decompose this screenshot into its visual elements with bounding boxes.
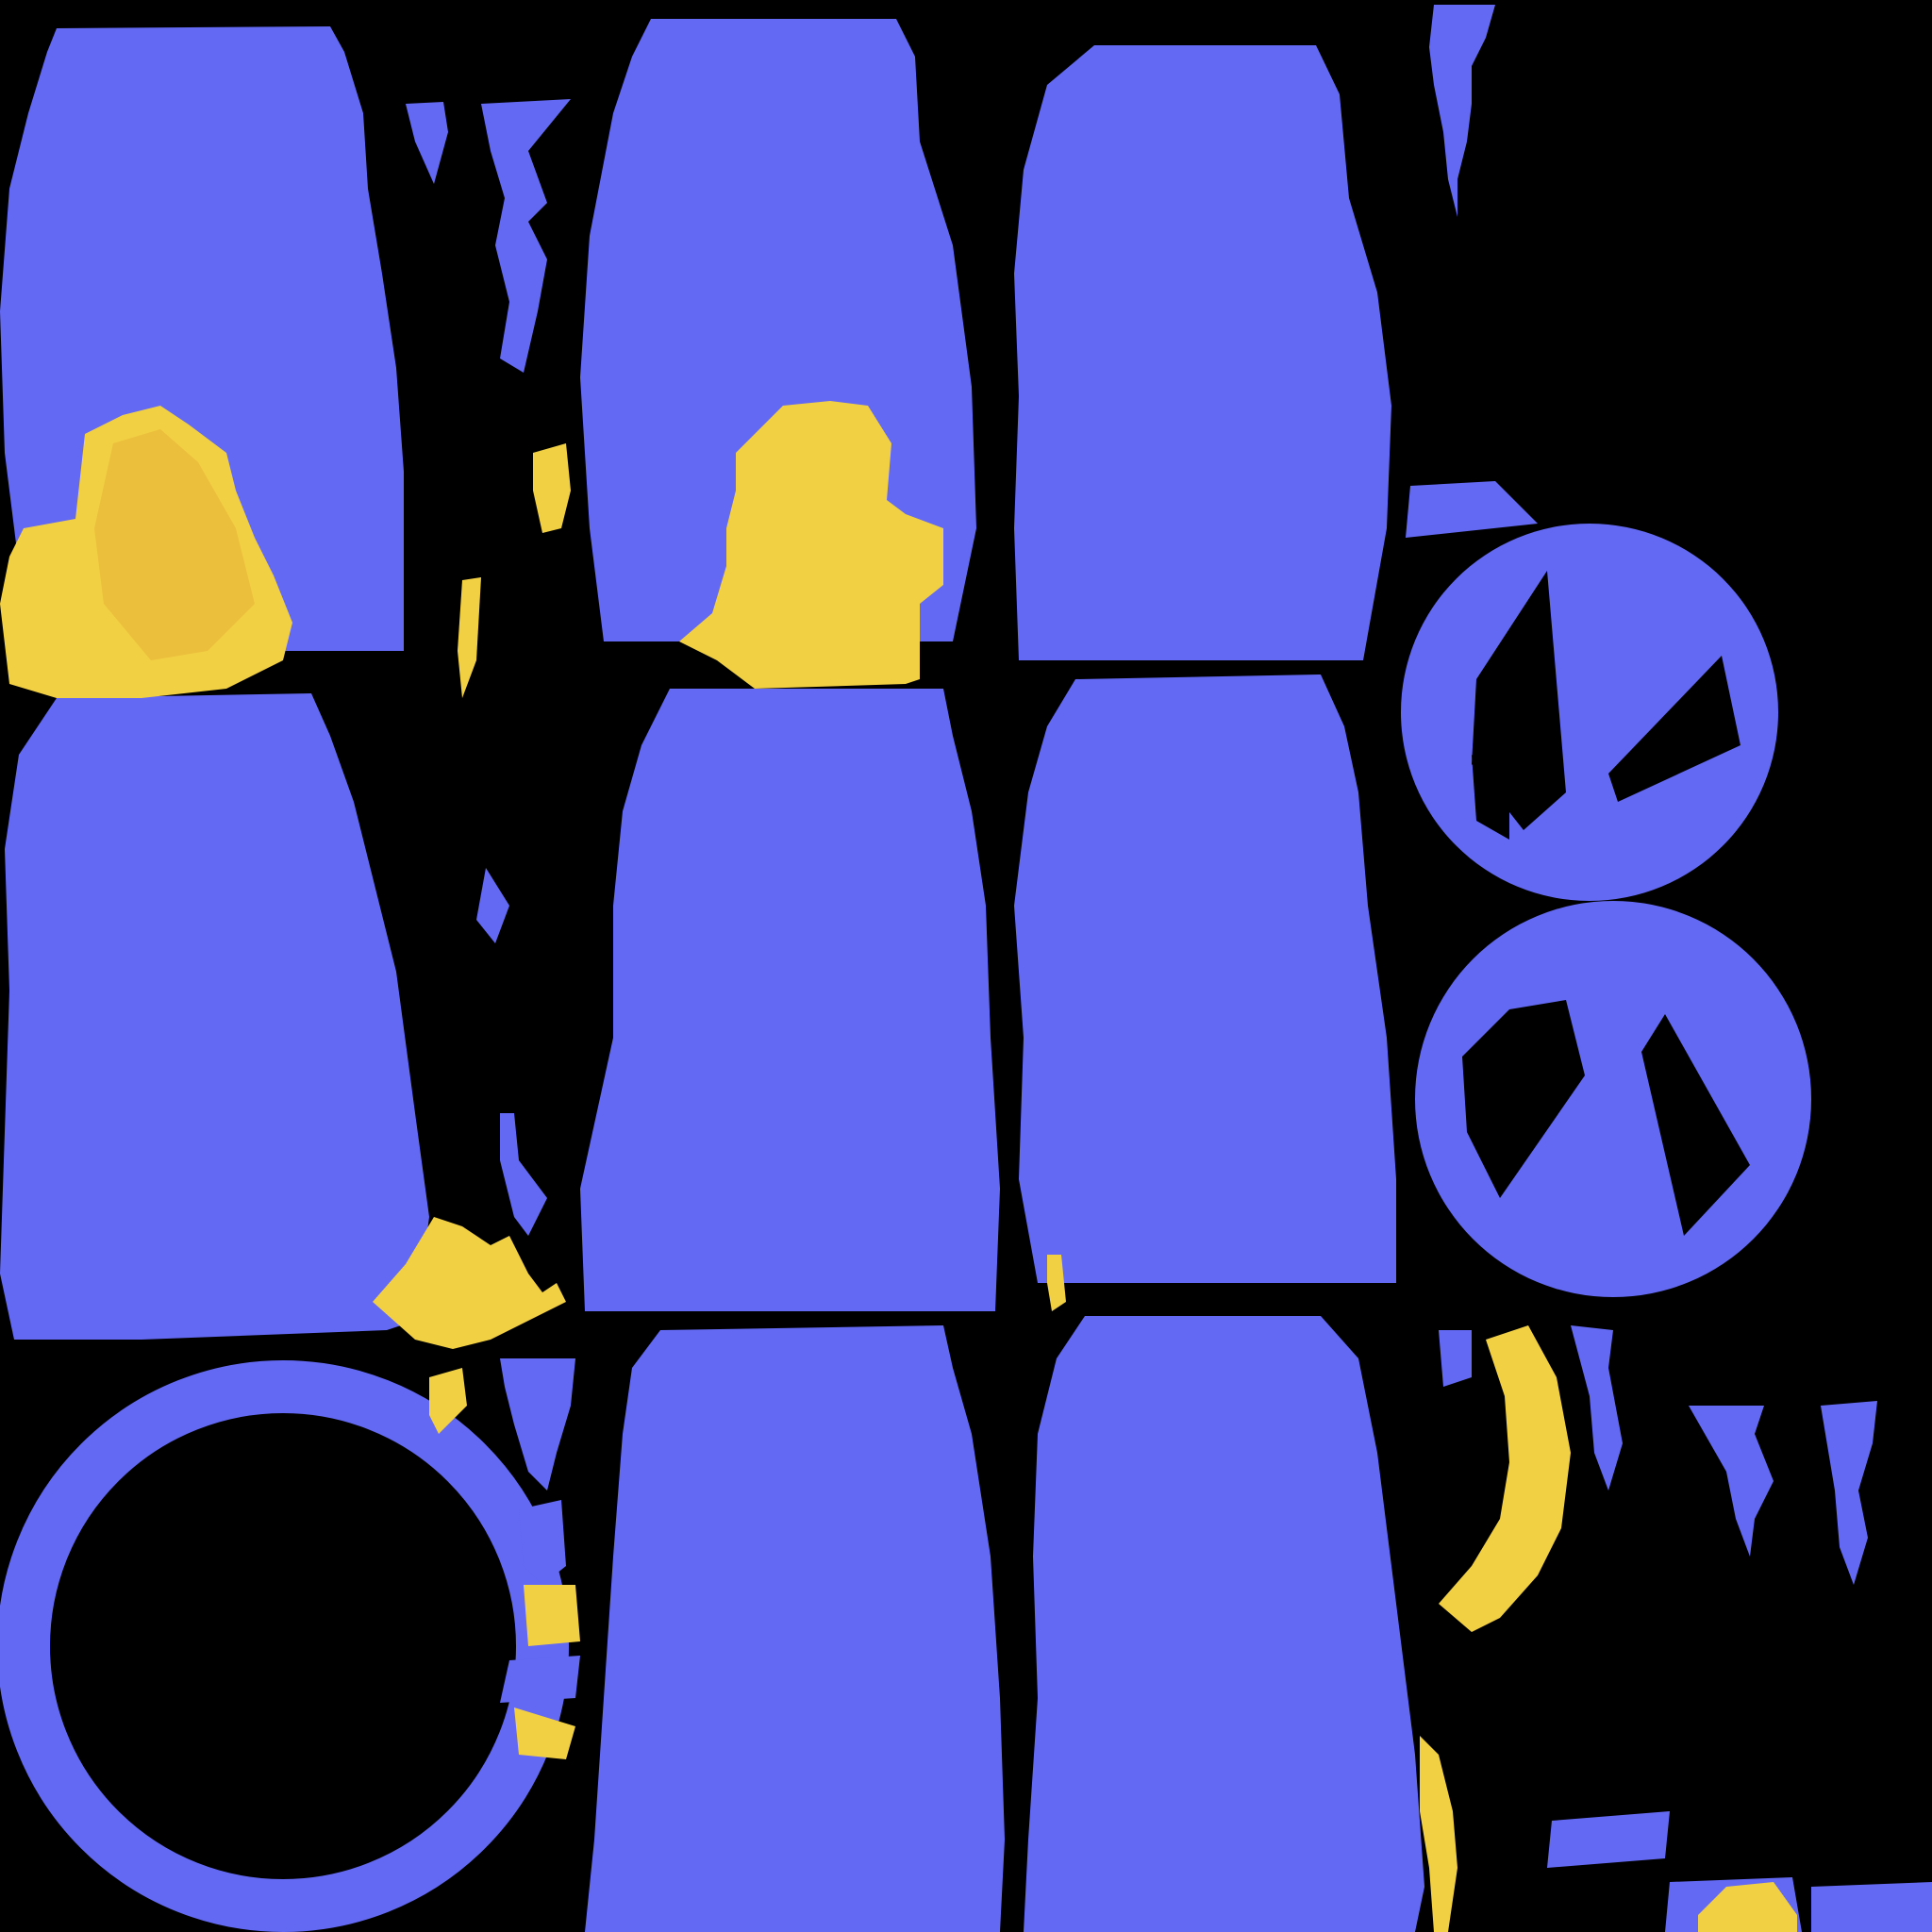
panel-r1-c3 bbox=[1014, 45, 1391, 660]
panel-r2-c3 bbox=[1014, 675, 1396, 1283]
right-crescent bbox=[1439, 1325, 1571, 1632]
panel-r2-c2 bbox=[580, 689, 1000, 1311]
small-patch-a bbox=[429, 1368, 467, 1434]
panel-r3-c2 bbox=[585, 1325, 1005, 1932]
middle-left-patch bbox=[373, 1217, 566, 1349]
strip-fragments bbox=[406, 5, 1932, 1932]
right-lower-strip bbox=[1420, 1736, 1457, 1932]
small-patch-d bbox=[533, 443, 571, 533]
bottom-right-patch bbox=[1698, 1882, 1797, 1932]
small-patch-c bbox=[514, 1707, 575, 1759]
ring-large bbox=[0, 1360, 569, 1932]
small-patch-e bbox=[458, 577, 481, 698]
small-patch-f bbox=[1047, 1255, 1066, 1311]
lower-disc bbox=[1415, 901, 1811, 1297]
panel-r2-c1 bbox=[0, 693, 429, 1340]
small-patch-b bbox=[524, 1585, 580, 1646]
upper-disc bbox=[1401, 524, 1778, 901]
panel-r3-c3 bbox=[1024, 1316, 1424, 1932]
top-left-patch-shade bbox=[94, 429, 255, 660]
top-middle-patch bbox=[679, 401, 943, 689]
